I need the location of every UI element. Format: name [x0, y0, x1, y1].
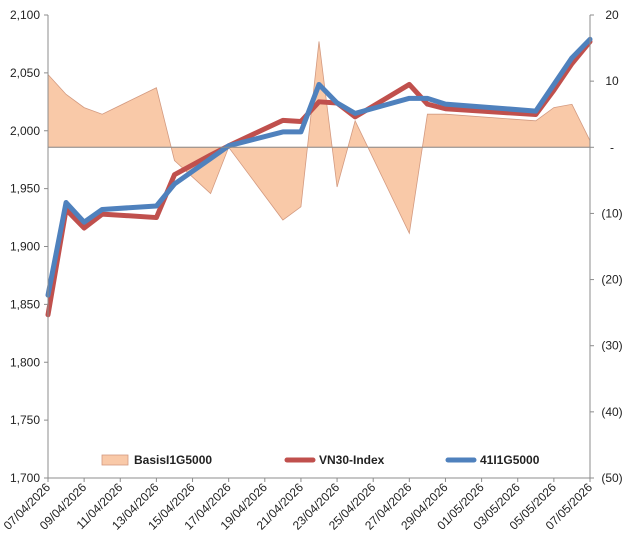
left-tick-label: 1,800 — [10, 355, 40, 369]
right-tick-label: (40) — [601, 405, 622, 419]
left-tick-label: 2,100 — [10, 8, 40, 22]
series-line-2 — [45, 36, 593, 298]
legend-swatch-area — [101, 454, 129, 466]
right-tick-label: (20) — [601, 273, 622, 287]
right-tick-label: (50) — [601, 471, 622, 485]
left-tick-label: 1,750 — [10, 413, 40, 427]
legend-label: 41I1G5000 — [480, 453, 540, 467]
left-tick-label: 1,900 — [10, 240, 40, 254]
legend-label: VN30-Index — [319, 453, 385, 467]
left-tick-label: 2,000 — [10, 124, 40, 138]
legend: BasisI1G5000 VN30-Index 41I1G5000 — [101, 453, 540, 467]
left-tick-label: 1,850 — [10, 297, 40, 311]
right-tick-label: - — [610, 140, 614, 154]
right-tick-label: 10 — [605, 74, 619, 88]
legend-label: BasisI1G5000 — [134, 453, 212, 467]
plot-area — [45, 36, 593, 318]
left-tick-label: 2,050 — [10, 66, 40, 80]
right-tick-label: 20 — [605, 8, 619, 22]
left-tick-label: 1,950 — [10, 182, 40, 196]
right-tick-label: (10) — [601, 206, 622, 220]
left-tick-label: 1,700 — [10, 471, 40, 485]
right-tick-label: (30) — [601, 339, 622, 353]
series-area-basis — [47, 41, 591, 235]
